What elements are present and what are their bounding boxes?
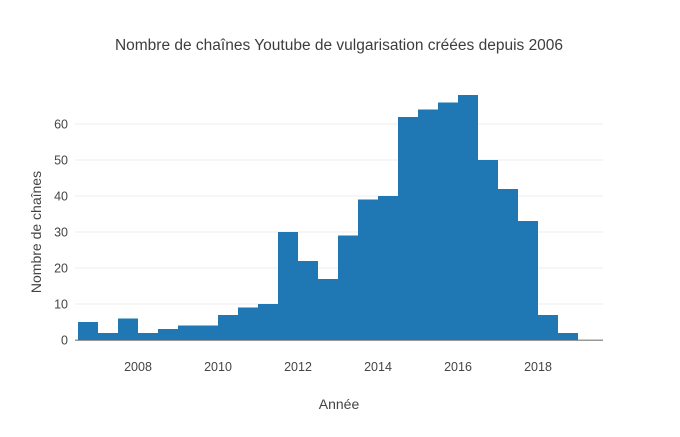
chart-title: Nombre de chaînes Youtube de vulgarisati… (115, 37, 563, 54)
y-tick-label-0: 0 (61, 334, 68, 348)
histogram-bar-2011 (258, 304, 278, 340)
y-tick-label-40: 40 (54, 190, 68, 204)
histogram-bar-2016 (458, 95, 478, 340)
x-tick-label-2008: 2008 (124, 360, 152, 374)
x-tick-label-2014: 2014 (364, 360, 392, 374)
histogram-bar-2011.5 (278, 232, 298, 340)
histogram-bar-2017 (498, 188, 518, 340)
histogram-bar-2018.5 (558, 332, 578, 340)
histogram-bar-2007.5 (118, 318, 138, 340)
x-tick-label-2016: 2016 (444, 360, 472, 374)
y-tick-label-20: 20 (54, 262, 68, 276)
histogram-bar-2015 (418, 109, 438, 340)
histogram-bar-2006.5 (78, 322, 98, 340)
x-tick-label-2010: 2010 (204, 360, 232, 374)
histogram-bar-2015.5 (438, 102, 458, 341)
histogram-bar-2009.5 (198, 325, 218, 340)
y-tick-label-60: 60 (54, 118, 68, 132)
y-tick-label-30: 30 (54, 226, 68, 240)
histogram-bar-2013.5 (358, 199, 378, 340)
histogram-bar-2016.5 (478, 160, 498, 340)
x-tick-label-2018: 2018 (524, 360, 552, 374)
histogram-bar-2017.5 (518, 221, 538, 340)
x-tick-label-2012: 2012 (284, 360, 312, 374)
histogram-bar-2008.5 (158, 329, 178, 340)
histogram-bar-2013 (338, 235, 358, 340)
bars-group (78, 95, 578, 341)
y-tick-labels-group: 0 10 20 30 40 50 60 (54, 118, 68, 348)
y-tick-label-10: 10 (54, 298, 68, 312)
x-axis-title: Année (319, 396, 360, 412)
histogram-bar-2009 (178, 325, 198, 340)
histogram-bar-2010 (218, 314, 238, 340)
y-axis-title: Nombre de chaînes (28, 171, 44, 293)
histogram-bar-2012.5 (318, 278, 338, 340)
histogram-bar-2008 (138, 332, 158, 340)
histogram-bar-2010.5 (238, 307, 258, 340)
x-tick-labels-group: 2008 2010 2012 2014 2016 2018 (124, 360, 552, 374)
histogram-bar-2014.5 (398, 116, 418, 340)
y-tick-label-50: 50 (54, 154, 68, 168)
histogram-bar-2012 (298, 260, 318, 340)
histogram-bar-2014 (378, 196, 398, 340)
histogram-bar-2007 (98, 332, 118, 340)
histogram-bar-2018 (538, 314, 558, 340)
